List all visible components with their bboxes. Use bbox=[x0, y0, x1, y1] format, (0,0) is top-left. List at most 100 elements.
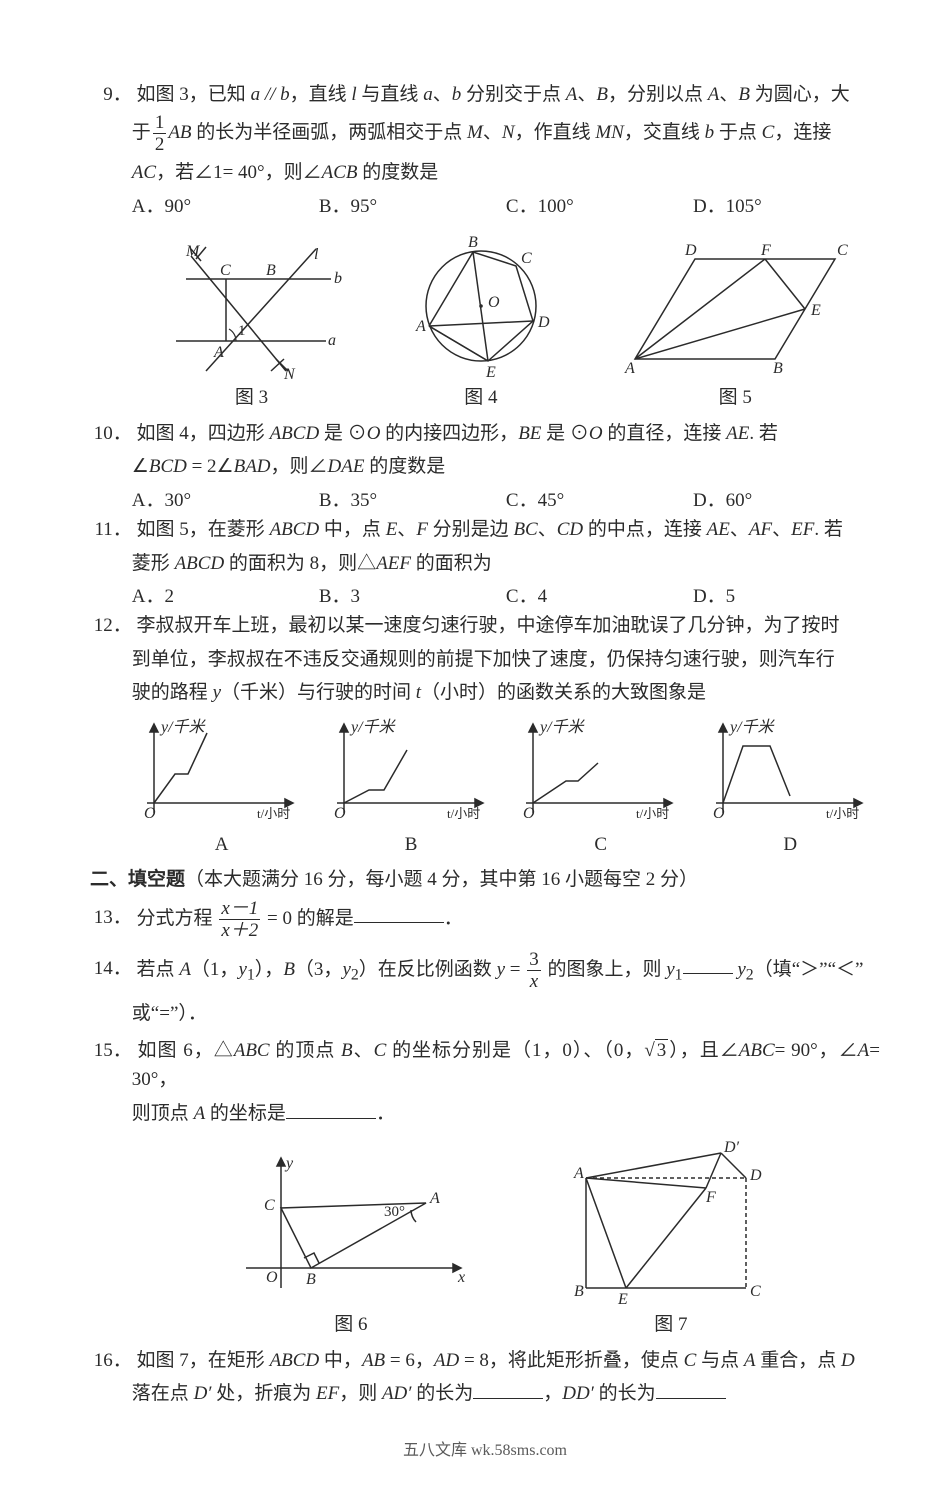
q12-graph-D-svg: y/千米 O t/小时 bbox=[708, 718, 873, 828]
fig6-x: x bbox=[457, 1269, 465, 1286]
q9-l3b: 的度数是 bbox=[358, 162, 439, 183]
q9-optB: B．95° bbox=[319, 192, 506, 221]
q10-BE: BE bbox=[518, 423, 541, 444]
q11-F: F bbox=[416, 519, 428, 540]
q16-number: 16． bbox=[90, 1346, 132, 1375]
fig3-caption: 图 3 bbox=[156, 383, 346, 412]
q16-pre: 如图 7，在矩形 bbox=[137, 1350, 270, 1371]
q14-s2b: 2 bbox=[746, 966, 754, 983]
q11-l2c: 的面积为 bbox=[411, 553, 492, 574]
q16-EF: EF bbox=[316, 1383, 339, 1404]
q15-ABC: ABC bbox=[234, 1040, 270, 1061]
q9-optD: D．105° bbox=[693, 192, 880, 221]
gB-tl: t/小时 bbox=[447, 806, 480, 821]
q9-l2d: ，作直线 bbox=[515, 122, 596, 143]
gA-O: O bbox=[144, 805, 156, 822]
q14-pre: 若点 bbox=[137, 958, 180, 979]
q11-ABCD2: ABCD bbox=[175, 553, 225, 574]
q16-m5: 重合，点 bbox=[755, 1350, 841, 1371]
q9-AB: AB bbox=[168, 122, 191, 143]
fig4-O: O bbox=[488, 294, 500, 311]
q9-line3: AC，若∠1= 40°，则∠ACB 的度数是 bbox=[132, 158, 880, 187]
figure-7: A B C D D′ E F 图 7 bbox=[556, 1138, 786, 1339]
q13-den: x＋2 bbox=[219, 919, 260, 940]
q16-line1: 16． 如图 7，在矩形 ABCD 中，AB = 6，AD = 8，将此矩形折叠… bbox=[132, 1346, 880, 1375]
fig3-b: b bbox=[334, 270, 342, 287]
gD-tl: t/小时 bbox=[826, 806, 859, 821]
q11-t4: 分别是边 bbox=[428, 519, 514, 540]
q11-t8: 、 bbox=[772, 519, 791, 540]
q9-t6: 、 bbox=[577, 84, 596, 105]
section-2-rest: （本大题满分 16 分，每小题 4 分，其中第 16 小题每空 2 分） bbox=[185, 869, 698, 890]
q11-optA: A．2 bbox=[132, 582, 319, 611]
fig3-a: a bbox=[328, 332, 336, 349]
q14-y: y bbox=[497, 958, 505, 979]
q11-number: 11． bbox=[90, 515, 132, 544]
q16-comma: ， bbox=[543, 1383, 562, 1404]
q12-line1: 12． 李叔叔开车上班，最初以某一速度匀速行驶，中途停车加油耽误了几分钟，为了按… bbox=[132, 611, 880, 640]
fig3-1: 1 bbox=[238, 323, 246, 339]
section-2-header: 二、填空题（本大题满分 16 分，每小题 4 分，其中第 16 小题每空 2 分… bbox=[90, 865, 880, 894]
fig6-angle: 30° bbox=[384, 1204, 405, 1220]
q10-optD: D．60° bbox=[693, 486, 880, 515]
q13-num: x－1 bbox=[219, 899, 260, 919]
q13-blank bbox=[354, 905, 444, 923]
q10-t6: . 若 bbox=[749, 423, 778, 444]
q15-blank bbox=[286, 1101, 376, 1119]
q9-ACB: ACB bbox=[322, 162, 358, 183]
q16-l2e: 的长为 bbox=[594, 1383, 656, 1404]
q15-sqrt3: 3 bbox=[655, 1039, 669, 1061]
q9-a: a bbox=[423, 84, 433, 105]
q12-y: y bbox=[213, 682, 221, 703]
q9-frac-den: 2 bbox=[153, 133, 167, 154]
figure-4-svg: A B C D E O bbox=[396, 231, 566, 381]
q9-line2: 于12AB 的长为半径画弧，两弧相交于点 M、N，作直线 MN，交直线 b 于点… bbox=[132, 113, 880, 154]
q14-blank bbox=[683, 956, 733, 974]
fig6-y: y bbox=[284, 1155, 294, 1172]
q12-graphs: y/千米 O t/小时 A y/千米 O t/小时 B bbox=[132, 718, 880, 859]
q16-m2: = 6， bbox=[385, 1350, 434, 1371]
page-footer: 五八文库 wk.58sms.com bbox=[90, 1439, 880, 1464]
q10-l2b: = 2∠ bbox=[187, 456, 234, 477]
q16-D: D bbox=[841, 1350, 855, 1371]
q10-t3: 的内接四边形， bbox=[380, 423, 518, 444]
exam-page: 9． 如图 3，已知 a // b，直线 l 与直线 a、b 分别交于点 A、B… bbox=[0, 0, 950, 1503]
q16-Dp: D′ bbox=[194, 1383, 212, 1404]
q9-AC: AC bbox=[132, 162, 156, 183]
q12-line2: 到单位，李叔叔在不违反交通规则的前提下加快了速度，仍保持匀速行驶，则汽车行 bbox=[132, 645, 880, 674]
q13-frac: x－1x＋2 bbox=[219, 899, 260, 940]
fig4-D: D bbox=[537, 314, 550, 331]
q9-t4: 、 bbox=[433, 84, 452, 105]
q11-t3: 、 bbox=[397, 519, 416, 540]
q15-line2: 则顶点 A 的坐标是． bbox=[132, 1099, 880, 1128]
gC-yl: y/千米 bbox=[538, 718, 586, 736]
figure-5: A B C D E F 图 5 bbox=[615, 231, 855, 412]
q11-EF: EF bbox=[791, 519, 814, 540]
q12-graph-C: y/千米 O t/小时 C bbox=[518, 718, 683, 859]
q12-graph-B-svg: y/千米 O t/小时 bbox=[329, 718, 494, 828]
fig3-N: N bbox=[283, 366, 296, 381]
q9-t5: 分别交于点 bbox=[461, 84, 566, 105]
q14-y2b: y bbox=[737, 958, 745, 979]
q9-C: C bbox=[762, 122, 775, 143]
q13-pre: 分式方程 bbox=[137, 907, 218, 928]
fig7-C: C bbox=[750, 1283, 761, 1300]
q10-l2c: ，则∠ bbox=[271, 456, 328, 477]
q14-eq: = bbox=[505, 958, 525, 979]
q16-m1: 中， bbox=[319, 1350, 362, 1371]
q9-l2f: 于点 bbox=[714, 122, 762, 143]
q10-optC: C．45° bbox=[506, 486, 693, 515]
figure-3-svg: M C B l b a A 1 N bbox=[156, 231, 346, 381]
q16-A: A bbox=[744, 1350, 756, 1371]
q10-options: A．30° B．35° C．45° D．60° bbox=[132, 486, 880, 515]
q15-m1: 的顶点 bbox=[270, 1040, 341, 1061]
fig6-C: C bbox=[264, 1197, 275, 1214]
q9-A2: A bbox=[708, 84, 720, 105]
figure-7-svg: A B C D D′ E F bbox=[556, 1138, 786, 1308]
fig6-B: B bbox=[306, 1271, 316, 1288]
fig4-C: C bbox=[521, 250, 532, 267]
q9-t7: ，分别以点 bbox=[608, 84, 708, 105]
q16-blank2 bbox=[656, 1381, 726, 1399]
q10-number: 10． bbox=[90, 419, 132, 448]
q9-frac: 12 bbox=[153, 113, 167, 154]
